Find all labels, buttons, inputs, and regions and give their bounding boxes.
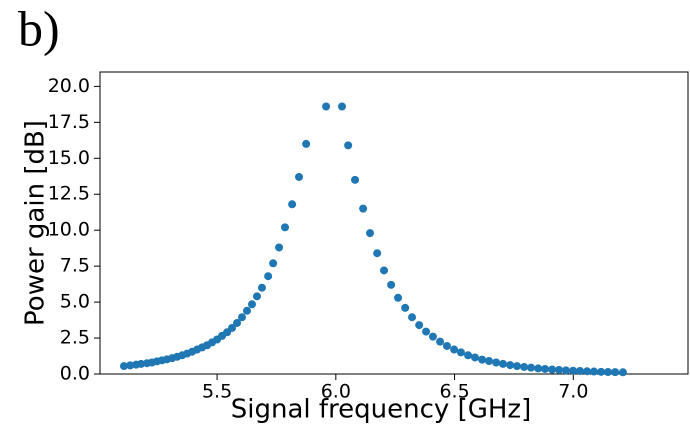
data-point [555, 365, 564, 374]
data-point [499, 359, 508, 368]
data-point [464, 351, 473, 360]
data-point [478, 355, 487, 364]
y-tick-label: 20.0 [48, 75, 90, 97]
data-point [520, 362, 529, 371]
data-point [269, 259, 278, 268]
data-point [243, 306, 251, 315]
x-tick-label: 7.0 [558, 381, 588, 403]
data-point [373, 249, 382, 258]
y-tick-label: 2.5 [60, 327, 90, 349]
data-point [252, 292, 261, 301]
data-point [344, 141, 353, 150]
plot-frame [99, 71, 689, 375]
data-point [618, 368, 627, 377]
data-point [247, 300, 256, 309]
y-tick-label: 0.0 [60, 363, 90, 385]
data-point [264, 272, 273, 281]
data-point [470, 353, 479, 362]
data-point [589, 367, 598, 376]
data-point [359, 204, 368, 213]
panel-label: b) [18, 0, 60, 56]
x-tick-label: 6.0 [321, 381, 351, 403]
y-tick-label: 5.0 [60, 291, 90, 313]
data-point [436, 337, 445, 346]
data-point [401, 303, 410, 312]
data-point [513, 362, 522, 371]
y-tick-label: 12.5 [48, 183, 90, 205]
data-point [603, 367, 612, 376]
data-point [351, 175, 360, 184]
data-point [295, 172, 304, 181]
data-point [257, 283, 266, 292]
data-point [534, 364, 543, 373]
data-point [569, 366, 578, 375]
data-point [275, 243, 284, 252]
data-point [415, 321, 424, 330]
data-point [541, 364, 550, 373]
data-point [380, 266, 389, 275]
data-point [366, 229, 375, 238]
data-point [450, 345, 459, 354]
data-point [597, 367, 606, 376]
data-point [322, 102, 331, 111]
data-point [387, 280, 396, 289]
data-point [238, 313, 247, 322]
data-point [583, 367, 592, 376]
data-point [484, 357, 493, 366]
data-point [119, 362, 128, 371]
y-tick-label: 10.0 [48, 219, 90, 241]
data-point [137, 359, 146, 368]
data-point [408, 313, 417, 322]
y-tick-label: 7.5 [60, 255, 90, 277]
y-axis-label: Power gain [dB] [21, 120, 51, 326]
data-point [456, 348, 465, 357]
data-point [527, 363, 536, 372]
data-point [548, 365, 557, 374]
data-point [280, 223, 289, 232]
y-tick-label: 17.5 [48, 111, 90, 133]
data-point [337, 102, 346, 111]
data-point [288, 200, 297, 209]
data-point [492, 358, 501, 367]
data-point [575, 366, 584, 375]
data-point [561, 366, 570, 375]
data-point [428, 332, 437, 341]
data-point [126, 361, 135, 370]
x-tick-label: 5.5 [202, 381, 232, 403]
x-tick-label: 6.5 [439, 381, 469, 403]
data-point [422, 327, 431, 336]
data-point [611, 368, 620, 377]
data-point [394, 293, 403, 302]
data-point [302, 139, 311, 148]
data-point [233, 318, 242, 327]
data-point [228, 323, 237, 332]
y-tick-label: 15.0 [48, 147, 90, 169]
data-point [442, 341, 451, 350]
data-point [506, 361, 515, 370]
x-axis-label: Signal frequency [GHz] [231, 395, 531, 425]
